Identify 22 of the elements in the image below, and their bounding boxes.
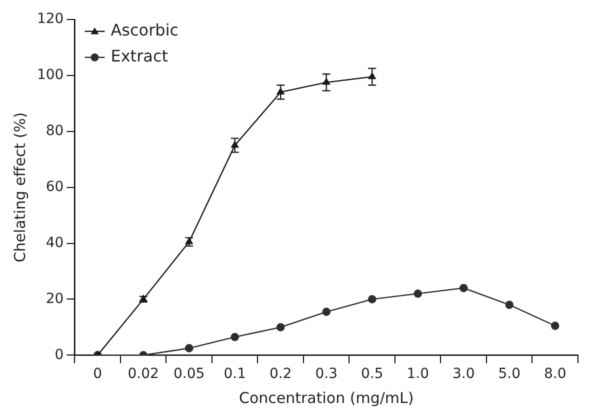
x-tick-label: 0.2 (269, 366, 292, 382)
x-tick-label: 8.0 (544, 366, 566, 382)
y-tick-label: 20 (46, 290, 64, 307)
y-tick-label: 60 (46, 178, 64, 195)
y-tick-label: 100 (36, 67, 64, 84)
x-tick-label: 5.0 (498, 366, 521, 382)
x-tick-label: 3.0 (452, 366, 475, 382)
y-axis-title: Chelating effect (%) (10, 112, 29, 262)
legend-label: Extract (110, 46, 168, 66)
y-tick-label: 0 (54, 346, 64, 363)
x-tick-label: 0.05 (174, 366, 205, 382)
x-tick-label: 1.0 (406, 366, 429, 382)
y-tick-label: 120 (36, 11, 64, 28)
x-tick-label: 0.5 (360, 366, 384, 382)
x-axis-title: Concentration (mg/mL) (238, 388, 414, 407)
legend-label: Ascorbic (110, 20, 179, 40)
y-tick-label: 40 (46, 234, 64, 251)
x-tick-label: 0.02 (128, 366, 159, 382)
x-tick-label: 0.1 (224, 366, 246, 382)
y-tick-label: 80 (46, 122, 64, 139)
x-tick-label: 0.3 (315, 366, 338, 382)
x-tick-label: 0 (93, 366, 102, 382)
